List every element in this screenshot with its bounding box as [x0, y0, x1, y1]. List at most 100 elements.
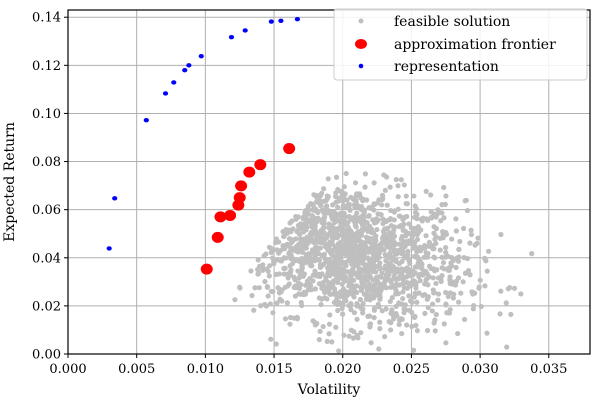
- feasible-solution-point: [468, 227, 474, 233]
- feasible-solution-point: [381, 217, 388, 223]
- feasible-solution-point: [366, 257, 373, 263]
- feasible-solution-point: [376, 346, 382, 352]
- feasible-solution-point: [461, 316, 468, 323]
- x-tick-label: 0.010: [187, 362, 224, 377]
- feasible-solution-point: [402, 307, 409, 313]
- feasible-solution-point: [425, 282, 431, 288]
- feasible-solution-point: [411, 347, 417, 353]
- legend-label-frontier: approximation frontier: [394, 37, 556, 53]
- feasible-solution-point: [316, 337, 322, 343]
- feasible-solution-point: [397, 275, 403, 281]
- feasible-solution-point: [394, 268, 400, 275]
- representation-point: [143, 117, 149, 123]
- feasible-solution-point: [445, 253, 451, 259]
- feasible-solution-point: [324, 338, 330, 344]
- feasible-solution-point: [323, 208, 329, 214]
- representation-point: [242, 28, 248, 33]
- feasible-solution-point: [373, 269, 379, 275]
- feasible-solution-point: [423, 233, 429, 239]
- feasible-solution-point: [359, 278, 365, 284]
- feasible-solution-point: [444, 310, 450, 316]
- feasible-solution-point: [419, 218, 425, 224]
- feasible-solution-point: [260, 267, 266, 273]
- feasible-solution-point: [281, 271, 287, 277]
- feasible-solution-point: [270, 255, 276, 261]
- feasible-solution-point: [391, 239, 398, 246]
- feasible-solution-point: [388, 320, 394, 326]
- feasible-solution-point: [330, 241, 336, 247]
- feasible-solution-point: [377, 319, 383, 325]
- feasible-solution-point: [529, 251, 535, 257]
- feasible-solution-point: [333, 324, 339, 330]
- feasible-solution-point: [417, 278, 423, 284]
- feasible-solution-point: [293, 257, 299, 264]
- feasible-solution-point: [377, 292, 383, 298]
- feasible-solution-point: [362, 171, 369, 177]
- feasible-solution-point: [335, 301, 341, 308]
- feasible-solution-point: [314, 320, 320, 327]
- feasible-solution-point: [370, 277, 376, 283]
- feasible-solution-point: [398, 268, 404, 275]
- feasible-solution-point: [430, 301, 436, 307]
- feasible-solution-point: [282, 265, 288, 271]
- feasible-solution-point: [412, 244, 418, 250]
- feasible-solution-point: [350, 283, 356, 289]
- feasible-solution-point: [318, 203, 324, 209]
- feasible-solution-point: [360, 310, 366, 316]
- feasible-solution-point: [428, 265, 434, 272]
- feasible-solution-point: [384, 239, 390, 245]
- feasible-solution-point: [443, 249, 449, 256]
- feasible-solution-point: [484, 268, 490, 274]
- feasible-solution-point: [404, 253, 410, 259]
- feasible-solution-point: [393, 287, 399, 293]
- feasible-solution-point: [423, 188, 429, 195]
- feasible-solution-point: [462, 198, 468, 204]
- feasible-solution-point: [393, 247, 399, 254]
- feasible-solution-point: [382, 187, 388, 194]
- feasible-solution-point: [406, 221, 412, 227]
- feasible-solution-point: [340, 286, 347, 292]
- feasible-solution-point: [387, 298, 393, 305]
- feasible-solution-point: [431, 230, 437, 236]
- feasible-solution-point: [508, 311, 514, 317]
- feasible-solution-point: [406, 293, 412, 299]
- feasible-solution-point: [400, 289, 406, 295]
- feasible-solution-point: [249, 292, 255, 299]
- feasible-solution-point: [438, 218, 444, 224]
- feasible-solution-point: [296, 291, 302, 297]
- feasible-solution-point: [268, 249, 274, 256]
- feasible-solution-point: [414, 249, 420, 255]
- feasible-solution-point: [316, 257, 322, 263]
- feasible-solution-point: [460, 279, 466, 285]
- feasible-solution-point: [343, 170, 349, 177]
- feasible-solution-point: [346, 249, 352, 256]
- feasible-solution-point: [384, 202, 390, 208]
- feasible-solution-point: [321, 240, 327, 247]
- feasible-solution-point: [379, 270, 385, 276]
- feasible-solution-point: [453, 216, 459, 222]
- feasible-solution-point: [355, 203, 361, 210]
- feasible-solution-point: [412, 290, 418, 296]
- feasible-solution-point: [339, 292, 345, 298]
- feasible-solution-point: [354, 303, 360, 309]
- representation-point: [112, 196, 118, 201]
- feasible-solution-point: [315, 246, 321, 252]
- representation-point: [268, 19, 274, 24]
- feasible-solution-point: [305, 207, 311, 213]
- feasible-solution-point: [339, 271, 345, 277]
- feasible-solution-point: [333, 199, 339, 205]
- feasible-solution-point: [320, 283, 326, 290]
- feasible-solution-point: [425, 250, 431, 257]
- feasible-solution-point: [252, 285, 258, 291]
- feasible-solution-point: [340, 236, 346, 243]
- feasible-solution-point: [267, 263, 273, 269]
- feasible-solution-point: [302, 213, 308, 219]
- feasible-solution-point: [321, 251, 328, 258]
- feasible-solution-point: [441, 266, 447, 272]
- feasible-solution-point: [327, 273, 333, 279]
- y-axis-ticks: 0.00 0.02 0.04 0.06 0.08 0.10 0.12 0.14: [32, 11, 68, 363]
- feasible-solution-point: [345, 269, 351, 275]
- feasible-solution-point: [389, 309, 395, 315]
- feasible-solution-point: [412, 313, 418, 319]
